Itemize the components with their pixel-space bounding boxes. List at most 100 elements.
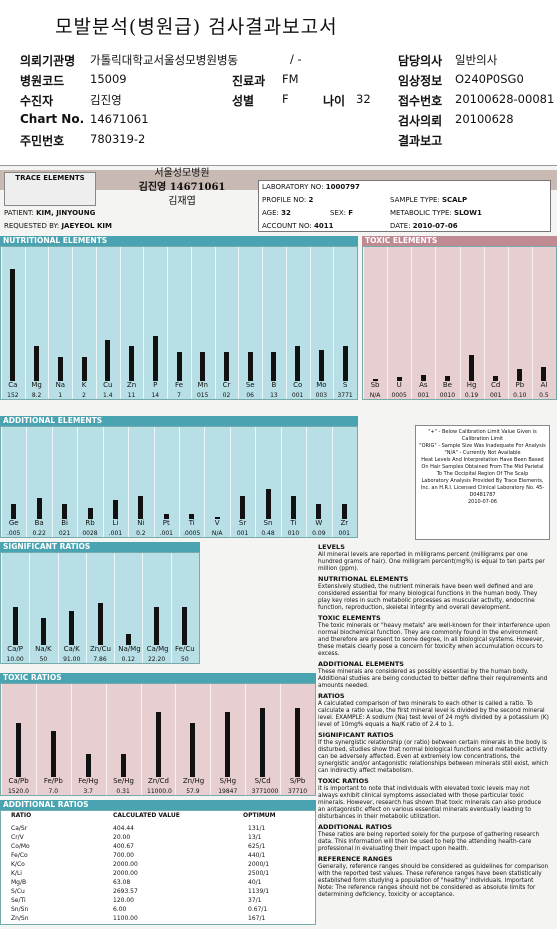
element-value: 0.19 xyxy=(464,392,479,399)
header-row: Chart No. 14671061 검사의뢰 20100628 xyxy=(0,112,557,130)
chart-column xyxy=(285,247,310,399)
element-label: Mn xyxy=(197,381,208,389)
chart-column xyxy=(245,684,280,795)
element-label: Se/Hg xyxy=(113,777,134,785)
element-value: N/A xyxy=(369,392,381,399)
chart-column xyxy=(1,553,29,663)
table-row: Ca/Sr 404.44 131/1 xyxy=(11,825,266,832)
element-label: Li xyxy=(112,519,119,527)
chart-column xyxy=(210,684,245,795)
table-row: Fe/Co 700.00 440/1 xyxy=(11,852,266,859)
toxic-chart: Sb N/A U 0005 As 001 Be 0010 Hg 0.19 Cd 001 Pb 0.10 Al… xyxy=(362,246,557,400)
element-label: Sn xyxy=(263,519,273,527)
element-label: S/Hg xyxy=(219,777,237,785)
element-label: As xyxy=(419,381,428,389)
element-value: 001 xyxy=(291,392,304,399)
element-label: Mo xyxy=(316,381,327,389)
element-value: 0.2 xyxy=(136,530,146,537)
value-resident-no: 780319-2 xyxy=(90,132,146,146)
chart-bar xyxy=(265,488,271,519)
element-label: Zn xyxy=(126,381,137,389)
section-text: These minerals are considered as possibl… xyxy=(318,669,548,689)
value-doctor: 일반의사 xyxy=(455,53,498,67)
element-value: 001 xyxy=(417,392,430,399)
legend-box: "+" - Below Calibration Limit Value Give… xyxy=(415,425,550,540)
chart-bar xyxy=(295,707,301,777)
element-value: 57.9 xyxy=(186,788,200,795)
chart-bar xyxy=(15,723,21,777)
element-value: 0.5 xyxy=(539,392,549,399)
chart-bar xyxy=(342,345,348,381)
chart-column xyxy=(85,553,114,663)
chart-bar xyxy=(420,375,426,381)
element-value: 50 xyxy=(181,656,189,663)
value-department: FM xyxy=(282,72,299,86)
chart-bar xyxy=(444,376,450,381)
element-label: Ca/K xyxy=(63,645,80,653)
element-value: 10.00 xyxy=(6,656,24,663)
chart-bar xyxy=(69,610,75,645)
chart-bar xyxy=(541,366,547,381)
element-value: 021 xyxy=(58,530,71,537)
value-patient: 김진영 xyxy=(90,93,122,107)
chart-bar xyxy=(240,496,246,519)
chart-column xyxy=(190,247,215,399)
section-text: The toxic minerals or "heavy metals" are… xyxy=(318,623,550,657)
element-label: Rb xyxy=(85,519,95,527)
value-chart-no: 14671061 xyxy=(90,112,149,126)
chart-bar xyxy=(271,351,277,381)
section-heading: NUTRITIONAL ELEMENTS xyxy=(318,575,409,583)
chart-column xyxy=(204,427,229,537)
nutritional-chart: Ca 152 Mg 8.2 Na 1 K 2 Cu 1.4 Zn 11 P 14 Fe 7 Mn 015 Cr 02 S… xyxy=(0,246,358,400)
element-value: 3.7 xyxy=(83,788,93,795)
chart-bar xyxy=(214,517,220,519)
chart-column xyxy=(102,427,128,537)
label-resident-no: 주민번호 xyxy=(20,134,65,148)
chart-column xyxy=(363,247,387,399)
element-value: 0.31 xyxy=(116,788,130,795)
element-label: Ca/P xyxy=(7,645,24,653)
value-institution: 가톨릭대학교서울성모병원병동 xyxy=(90,53,239,67)
chart-column xyxy=(170,553,199,663)
chart-bar xyxy=(189,514,195,519)
table-row: K/Co 2000.00 2000/1 xyxy=(11,861,270,868)
chart-bar xyxy=(372,378,378,381)
label-age: 나이 xyxy=(323,94,346,108)
chart-bar xyxy=(105,339,111,381)
label-request-date: 검사의뢰 xyxy=(398,114,443,128)
element-value: 015 xyxy=(196,392,209,399)
chart-bar xyxy=(316,503,322,519)
chart-column xyxy=(57,553,86,663)
chart-bar xyxy=(469,355,475,381)
element-label: S xyxy=(342,381,348,389)
chart-column xyxy=(179,427,204,537)
element-label: Mg xyxy=(31,381,42,389)
element-label: V xyxy=(214,519,220,527)
chart-bar xyxy=(152,336,158,381)
value-clinical-info: O240P0SG0 xyxy=(455,72,524,86)
chart-bar xyxy=(163,514,169,519)
element-value: 0.48 xyxy=(261,530,275,537)
chart-bar xyxy=(129,345,135,381)
significant-ratios-heading: SIGNIFICANT RATIOS xyxy=(0,542,200,552)
section-heading: RATIOS xyxy=(318,692,345,700)
chart-column xyxy=(128,427,153,537)
chart-column xyxy=(262,247,286,399)
chart-bar xyxy=(57,357,63,381)
toxic-ratios-heading: TOXIC RATIOS xyxy=(0,673,316,683)
section-heading: SIGNIFICANT RATIOS xyxy=(318,731,394,739)
significant-ratios-chart: Ca/P 10.00 Na/K 50 Ca/K 91.00 Zn/Cu 7.86 Na/Mg 0.… xyxy=(0,552,200,664)
element-label: Pt xyxy=(162,519,170,527)
chart-column xyxy=(333,247,357,399)
element-label: Ca/Pb xyxy=(8,777,29,785)
chart-column xyxy=(280,684,315,795)
section-text: These ratios are being reported solely f… xyxy=(318,832,540,852)
section-text: All mineral levels are reported in milli… xyxy=(318,552,545,572)
chart-column xyxy=(309,247,334,399)
element-value: 7.0 xyxy=(48,788,59,795)
chart-bar xyxy=(97,603,103,645)
label-result-report: 결과보고 xyxy=(398,134,443,148)
element-value: 11000.0 xyxy=(147,788,172,795)
element-value: 0.10 xyxy=(513,392,527,399)
element-value: .005 xyxy=(7,530,21,537)
